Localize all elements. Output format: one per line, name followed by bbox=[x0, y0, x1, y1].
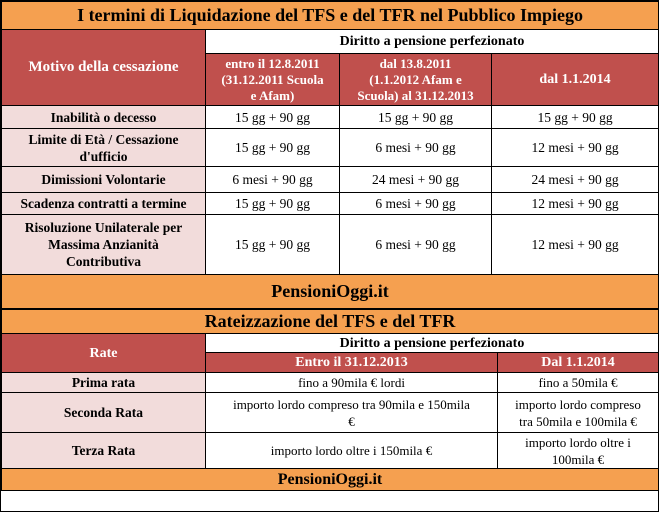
rate-column-header: Rate bbox=[1, 333, 206, 373]
table-row: Risoluzione Unilaterale per Massima Anzi… bbox=[1, 214, 659, 275]
row-label: Risoluzione Unilaterale per Massima Anzi… bbox=[1, 214, 206, 275]
cell-line: importo lordo oltre i bbox=[525, 434, 631, 450]
period1-header-line: (31.12.2011 Scuola bbox=[221, 71, 324, 87]
table-cell: 15 gg + 90 gg bbox=[205, 214, 340, 275]
liquidation-table: I termini di Liquidazione del TFS e del … bbox=[0, 1, 659, 309]
row-label: Scadenza contratti a termine bbox=[1, 192, 206, 215]
table-row: Prima rata fino a 90mila € lordi fino a … bbox=[1, 372, 659, 393]
row-label: Inabilità o decesso bbox=[1, 105, 206, 129]
pension-right-header-2: Diritto a pensione perfezionato bbox=[205, 333, 659, 353]
liquidation-title: I termini di Liquidazione del TFS e del … bbox=[0, 1, 659, 30]
period1-header: entro il 12.8.2011 (31.12.2011 Scuola e … bbox=[205, 53, 340, 106]
row-label: Terza Rata bbox=[1, 432, 206, 469]
table-cell: 15 gg + 90 gg bbox=[205, 128, 340, 167]
row-label: Seconda Rata bbox=[1, 392, 206, 433]
table-row: Inabilità o decesso 15 gg + 90 gg 15 gg … bbox=[1, 105, 659, 129]
row-label: Prima rata bbox=[1, 372, 206, 393]
brand-footer: PensioniOggi.it bbox=[1, 468, 659, 491]
table-row: Terza Rata importo lordo oltre i 150mila… bbox=[1, 432, 659, 469]
row-label-line: Contributiva bbox=[65, 254, 141, 269]
table-cell: importo lordo oltre i 100mila € bbox=[497, 432, 659, 469]
period2-header: dal 13.8.2011 (1.1.2012 Afam e Scuola) a… bbox=[339, 53, 492, 106]
table-row: Scadenza contratti a termine 15 gg + 90 … bbox=[1, 192, 659, 215]
row-label: Limite di Età / Cessazione d'ufficio bbox=[1, 128, 206, 167]
row-label-line: Limite di Età / Cessazione bbox=[28, 131, 179, 147]
table-cell: fino a 90mila € lordi bbox=[205, 372, 498, 393]
cell-line: importo lordo compreso bbox=[515, 396, 641, 412]
sub-period1-header: Entro il 31.12.2013 bbox=[205, 352, 498, 373]
cell-line: tra 50mila e 100mila € bbox=[519, 413, 637, 429]
period2-header-line: Scuola) al 31.12.2013 bbox=[357, 87, 474, 103]
table-cell: fino a 50mila € bbox=[497, 372, 659, 393]
pension-right-header: Diritto a pensione perfezionato bbox=[204, 29, 659, 54]
period1-header-line: entro il 12.8.2011 bbox=[225, 55, 320, 71]
sub-period2-header: Dal 1.1.2014 bbox=[497, 352, 659, 373]
installments-table: Rateizzazione del TFS e del TFR Rate Dir… bbox=[1, 309, 659, 491]
table-cell: 15 gg + 90 gg bbox=[205, 192, 340, 215]
table-cell: 6 mesi + 90 gg bbox=[339, 192, 492, 215]
table-cell: 24 mesi + 90 gg bbox=[339, 166, 492, 193]
table-cell: 12 mesi + 90 gg bbox=[490, 214, 659, 275]
table-cell: 15 gg + 90 gg bbox=[339, 105, 492, 129]
row-label-line: Risoluzione Unilaterale per bbox=[24, 220, 183, 235]
period2-header-line: dal 13.8.2011 bbox=[379, 55, 452, 71]
table-cell: 6 mesi + 90 gg bbox=[205, 166, 340, 193]
row-label: Dimissioni Volontarie bbox=[1, 166, 206, 193]
table-cell: 15 gg + 90 gg bbox=[205, 105, 340, 129]
cell-line: 100mila € bbox=[551, 451, 605, 467]
row-label-line: Massima Anzianità bbox=[48, 237, 159, 252]
table-cell: 6 mesi + 90 gg bbox=[339, 214, 492, 275]
table-cell: 12 mesi + 90 gg bbox=[490, 192, 659, 215]
brand-banner: PensioniOggi.it bbox=[0, 274, 659, 309]
installments-title: Rateizzazione del TFS e del TFR bbox=[1, 309, 659, 334]
period1-header-line: e Afam) bbox=[250, 87, 295, 103]
reason-column-header: Motivo della cessazione bbox=[1, 29, 206, 106]
table-cell: importo lordo oltre i 150mila € bbox=[205, 432, 498, 469]
table-row: Limite di Età / Cessazione d'ufficio 15 … bbox=[1, 128, 659, 167]
cell-line: € bbox=[348, 413, 355, 429]
table-row: Dimissioni Volontarie 6 mesi + 90 gg 24 … bbox=[1, 166, 659, 193]
table-cell: 15 gg + 90 gg bbox=[490, 105, 659, 129]
table-cell: 24 mesi + 90 gg bbox=[490, 166, 659, 193]
period3-header: dal 1.1.2014 bbox=[490, 53, 659, 106]
cell-line: importo lordo compreso tra 90mila e 150m… bbox=[233, 396, 470, 412]
period2-header-line: (1.1.2012 Afam e bbox=[369, 71, 462, 87]
table-cell: 6 mesi + 90 gg bbox=[339, 128, 492, 167]
row-label-line: d'ufficio bbox=[79, 148, 128, 164]
table-cell: importo lordo compreso tra 90mila e 150m… bbox=[205, 392, 498, 433]
table-cell: 12 mesi + 90 gg bbox=[490, 128, 659, 167]
table-cell: importo lordo compreso tra 50mila e 100m… bbox=[497, 392, 659, 433]
table-row: Seconda Rata importo lordo compreso tra … bbox=[1, 392, 659, 433]
